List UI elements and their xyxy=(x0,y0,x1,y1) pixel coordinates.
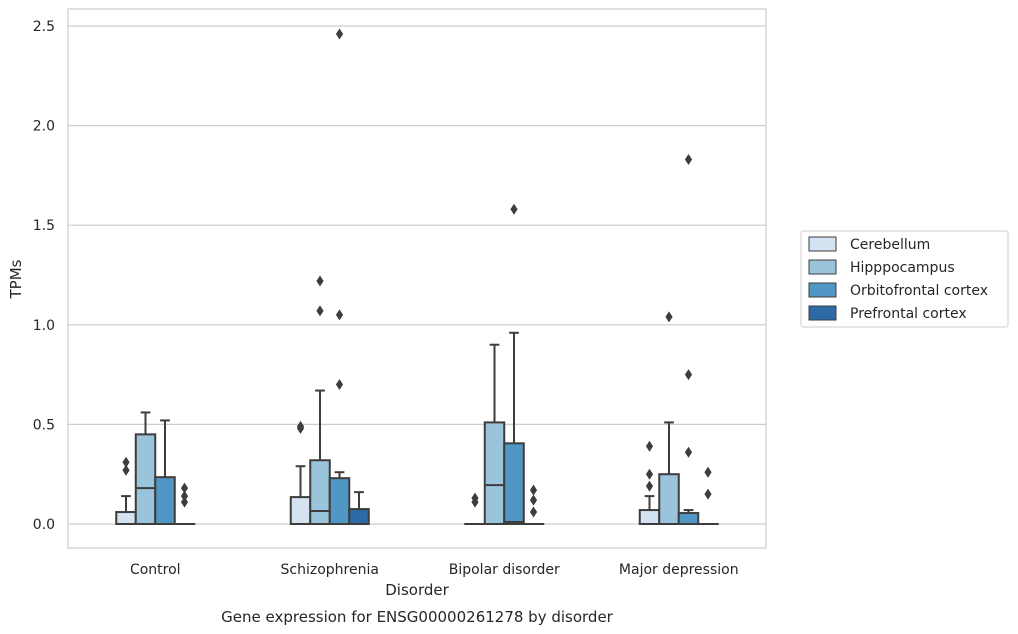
outlier-point xyxy=(510,203,518,215)
legend-entry: Orbitofrontal cortex xyxy=(850,283,988,299)
outlier-point xyxy=(335,379,344,391)
x-tick-label: Schizophrenia xyxy=(281,562,379,578)
box xyxy=(522,484,545,526)
x-axis-label: Disorder xyxy=(385,581,449,599)
legend-swatch xyxy=(808,282,837,298)
x-tick-label: Control xyxy=(130,562,181,578)
box xyxy=(697,466,719,526)
outlier-point xyxy=(316,275,324,287)
legend-entry: Prefrontal cortex xyxy=(850,306,967,322)
outlier-point xyxy=(335,309,344,321)
outlier-point xyxy=(684,446,693,458)
outlier-point xyxy=(471,492,479,504)
outlier-point xyxy=(665,311,673,323)
outlier-point xyxy=(684,153,693,165)
legend-swatch xyxy=(808,236,837,252)
plot-area xyxy=(67,8,767,549)
outlier-point xyxy=(529,506,538,518)
outlier-point xyxy=(704,488,712,500)
series-cerebellum xyxy=(115,420,661,526)
outlier-point xyxy=(296,420,305,432)
outlier-point xyxy=(704,466,712,478)
box-iqr xyxy=(328,477,351,525)
box-iqr xyxy=(677,512,700,526)
y-tick-label: 0.5 xyxy=(33,417,55,433)
x-tick-labels: Control Schizophrenia Bipolar disorder Majo… xyxy=(130,562,739,578)
legend: Cerebellum Hipppocampus Orbitofrontal cort… xyxy=(800,230,1009,328)
y-axis-label: TPMs xyxy=(7,259,25,299)
box xyxy=(173,482,196,526)
legend-swatch xyxy=(808,259,837,275)
y-tick-label: 2.0 xyxy=(33,119,55,135)
outlier-point xyxy=(122,464,130,476)
box xyxy=(658,311,680,526)
y-tick-label: 1.0 xyxy=(33,318,55,334)
legend-swatch xyxy=(808,305,837,321)
legend-frame xyxy=(800,230,1009,328)
series-orbitofrontal-cortex xyxy=(154,28,700,526)
box-iqr xyxy=(638,509,661,525)
outlier-point xyxy=(335,28,344,40)
outlier-point xyxy=(180,482,189,494)
series-prefrontal-cortex xyxy=(173,466,719,526)
x-tick-label: Major depression xyxy=(619,562,739,578)
outlier-point xyxy=(122,456,130,468)
outlier-point xyxy=(684,369,693,381)
y-tick-label: 1.5 xyxy=(33,218,55,234)
box xyxy=(328,28,351,525)
box-iqr xyxy=(483,421,506,525)
box-iqr xyxy=(348,508,370,525)
legend-entry: Cerebellum xyxy=(850,237,930,253)
outlier-point xyxy=(529,494,538,506)
box xyxy=(503,203,525,526)
box-iqr xyxy=(134,433,157,525)
box xyxy=(154,419,176,525)
legend-entry: Hipppocampus xyxy=(850,260,955,276)
outlier-point xyxy=(645,468,654,480)
outlier-point xyxy=(645,480,654,492)
outlier-point xyxy=(180,490,189,502)
box xyxy=(677,153,700,526)
y-tick-label: 0.0 xyxy=(33,517,55,533)
box-iqr xyxy=(503,442,525,526)
box-iqr xyxy=(154,476,176,525)
outlier-point xyxy=(316,305,324,317)
box xyxy=(115,456,137,525)
x-tick-label: Bipolar disorder xyxy=(449,562,560,578)
outlier-point xyxy=(180,496,189,508)
outlier-point xyxy=(645,440,654,452)
box-iqr xyxy=(115,511,137,525)
box-iqr xyxy=(289,496,312,526)
y-tick-labels: 0.0 0.5 1.0 1.5 2.0 2.5 xyxy=(33,19,55,533)
y-tick-label: 2.5 xyxy=(33,19,55,35)
box-series xyxy=(115,28,719,526)
figure-caption: Gene expression for ENSG00000261278 by d… xyxy=(221,608,614,626)
box xyxy=(348,491,370,525)
outlier-point xyxy=(529,484,538,496)
box-iqr xyxy=(309,459,331,526)
box-iqr xyxy=(658,473,680,526)
